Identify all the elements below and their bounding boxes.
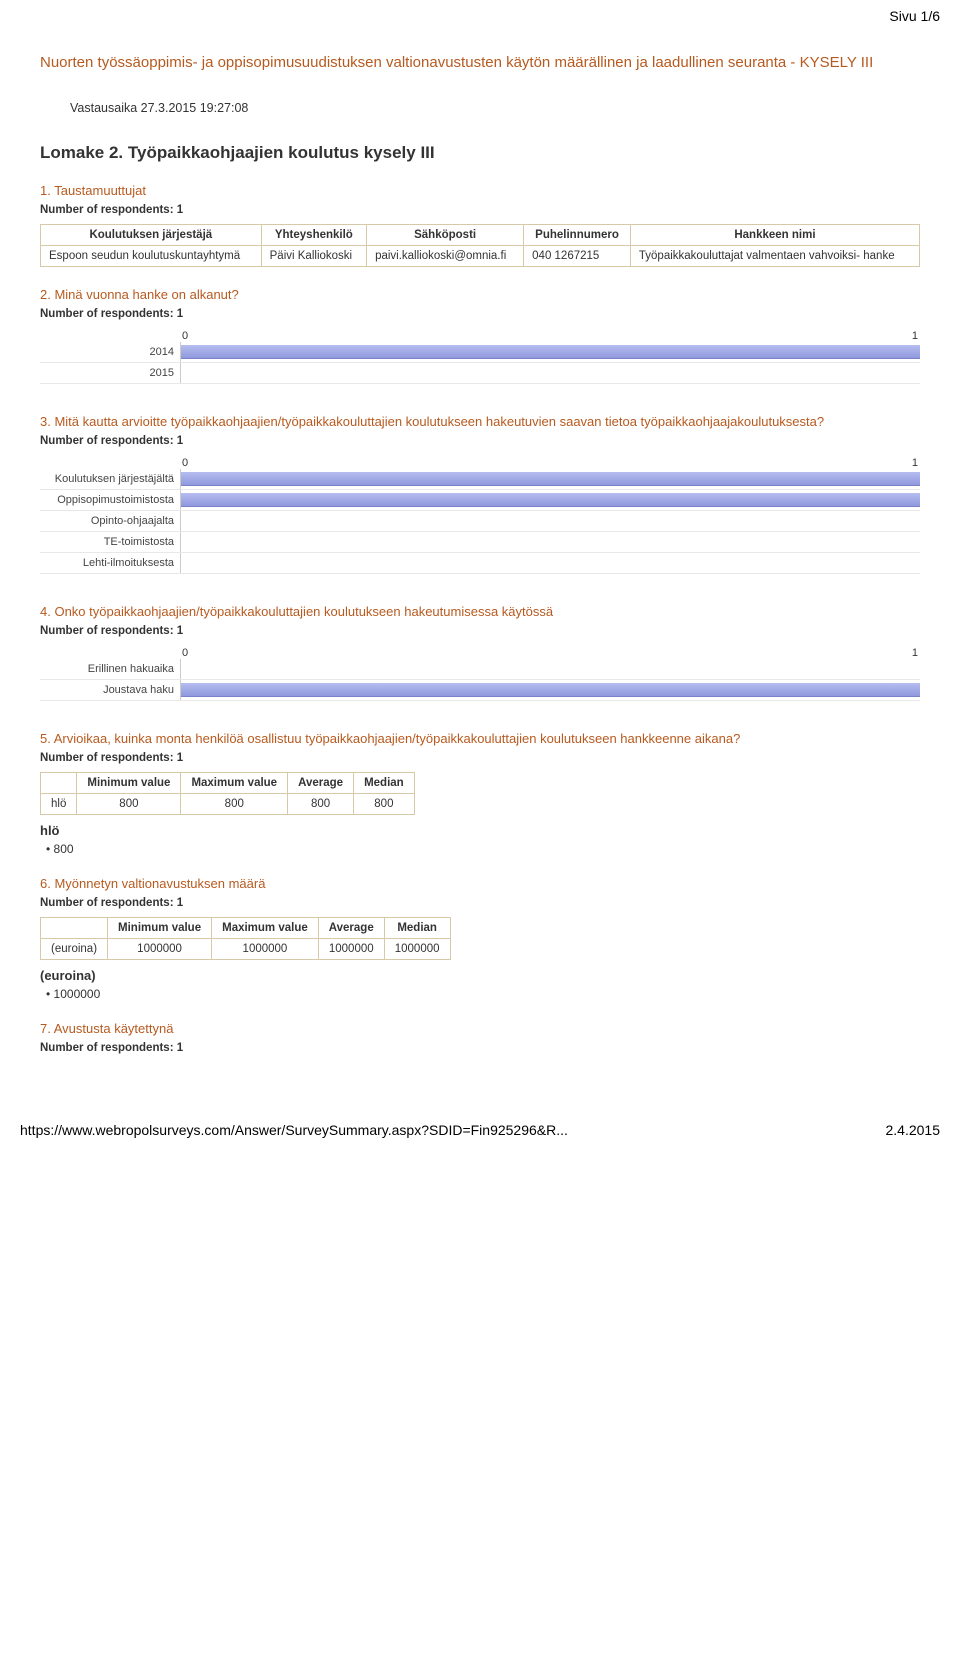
- td-avg: 800: [288, 794, 354, 815]
- th-phone: Puhelinnumero: [524, 225, 631, 246]
- stats-table-people: Minimum value Maximum value Average Medi…: [40, 772, 415, 815]
- td-label: (euroina): [41, 939, 108, 960]
- background-table: Koulutuksen järjestäjä Yhteyshenkilö Säh…: [40, 224, 920, 267]
- axis-tick: 0: [182, 457, 188, 469]
- chart-category-label: Erillinen hakuaika: [40, 659, 180, 679]
- table-header-row: Minimum value Maximum value Average Medi…: [41, 773, 415, 794]
- chart-bar: [181, 472, 920, 486]
- chart-year-started: 0 1 20142015: [40, 330, 920, 384]
- section-heading-1: 1. Taustamuuttujat: [40, 183, 920, 198]
- form-title: Lomake 2. Työpaikkaohjaajien koulutus ky…: [40, 143, 920, 163]
- axis-tick: 0: [182, 330, 188, 342]
- chart-bar: [181, 493, 920, 507]
- th-max: Maximum value: [181, 773, 288, 794]
- th-blank: [41, 773, 77, 794]
- td-min: 1000000: [108, 939, 212, 960]
- th-avg: Average: [288, 773, 354, 794]
- chart-row: TE-toimistosta: [40, 532, 920, 553]
- td-email: paivi.kalliokoski@omnia.fi: [367, 246, 524, 267]
- chart-category-label: Koulutuksen järjestäjältä: [40, 469, 180, 489]
- td-phone: 040 1267215: [524, 246, 631, 267]
- respondents-count: Number of respondents: 1: [40, 752, 920, 764]
- axis-tick: 1: [912, 647, 918, 659]
- th-project: Hankkeen nimi: [630, 225, 919, 246]
- page-footer: https://www.webropolsurveys.com/Answer/S…: [0, 1082, 960, 1148]
- chart-row: Oppisopimustoimistosta: [40, 490, 920, 511]
- footer-date: 2.4.2015: [886, 1122, 941, 1138]
- value-unit-label: hlö: [40, 823, 920, 838]
- chart-bar: [181, 345, 920, 359]
- th-organizer: Koulutuksen järjestäjä: [41, 225, 262, 246]
- value-unit-label: (euroina): [40, 968, 920, 983]
- respondents-count: Number of respondents: 1: [40, 625, 920, 637]
- chart-category-label: 2014: [40, 342, 180, 362]
- axis-tick: 0: [182, 647, 188, 659]
- th-blank: [41, 918, 108, 939]
- section-heading-7: 7. Avustusta käytettynä: [40, 1021, 920, 1036]
- chart-row: Lehti-ilmoituksesta: [40, 553, 920, 574]
- table-header-row: Minimum value Maximum value Average Medi…: [41, 918, 451, 939]
- chart-category-label: TE-toimistosta: [40, 532, 180, 552]
- bullet-value-text: 1000000: [54, 987, 101, 1001]
- chart-category-label: Oppisopimustoimistosta: [40, 490, 180, 510]
- chart-row: 2015: [40, 363, 920, 384]
- chart-row: Koulutuksen järjestäjältä: [40, 469, 920, 490]
- chart-info-source: 0 1 Koulutuksen järjestäjältäOppisopimusto…: [40, 457, 920, 574]
- axis-tick: 1: [912, 457, 918, 469]
- th-email: Sähköposti: [367, 225, 524, 246]
- td-max: 1000000: [212, 939, 319, 960]
- chart-category-label: Joustava haku: [40, 680, 180, 700]
- section-heading-3: 3. Mitä kautta arvioitte työpaikkaohjaaj…: [40, 414, 920, 429]
- respondents-count: Number of respondents: 1: [40, 1042, 920, 1054]
- respondents-count: Number of respondents: 1: [40, 308, 920, 320]
- bullet-value-text: 800: [54, 842, 74, 856]
- td-med: 800: [354, 794, 415, 815]
- bullet-value: • 800: [46, 842, 920, 856]
- chart-row: Joustava haku: [40, 680, 920, 701]
- stats-table-grant: Minimum value Maximum value Average Medi…: [40, 917, 451, 960]
- td-max: 800: [181, 794, 288, 815]
- section-heading-2: 2. Minä vuonna hanke on alkanut?: [40, 287, 920, 302]
- section-heading-5: 5. Arvioikaa, kuinka monta henkilöä osal…: [40, 731, 920, 746]
- section-heading-6: 6. Myönnetyn valtionavustuksen määrä: [40, 876, 920, 891]
- th-med: Median: [384, 918, 450, 939]
- td-min: 800: [77, 794, 181, 815]
- chart-category-label: Opinto-ohjaajalta: [40, 511, 180, 531]
- response-timestamp: Vastausaika 27.3.2015 19:27:08: [70, 101, 920, 115]
- table-header-row: Koulutuksen järjestäjä Yhteyshenkilö Säh…: [41, 225, 920, 246]
- td-project: Työpaikkakouluttajat valmentaen vahvoiks…: [630, 246, 919, 267]
- chart-row: Opinto-ohjaajalta: [40, 511, 920, 532]
- respondents-count: Number of respondents: 1: [40, 204, 920, 216]
- axis-tick: 1: [912, 330, 918, 342]
- th-med: Median: [354, 773, 415, 794]
- table-row: hlö 800 800 800 800: [41, 794, 415, 815]
- survey-title: Nuorten työssäoppimis- ja oppisopimusuud…: [40, 54, 920, 71]
- respondents-count: Number of respondents: 1: [40, 897, 920, 909]
- th-min: Minimum value: [108, 918, 212, 939]
- th-max: Maximum value: [212, 918, 319, 939]
- td-contact: Päivi Kalliokoski: [261, 246, 366, 267]
- chart-category-label: Lehti-ilmoituksesta: [40, 553, 180, 573]
- bullet-value: • 1000000: [46, 987, 920, 1001]
- th-min: Minimum value: [77, 773, 181, 794]
- chart-category-label: 2015: [40, 363, 180, 383]
- page-number: Sivu 1/6: [0, 0, 960, 24]
- chart-application-mode: 0 1 Erillinen hakuaikaJoustava haku: [40, 647, 920, 701]
- chart-row: Erillinen hakuaika: [40, 659, 920, 680]
- td-avg: 1000000: [318, 939, 384, 960]
- page-container: Nuorten työssäoppimis- ja oppisopimusuud…: [0, 24, 960, 1082]
- th-contact: Yhteyshenkilö: [261, 225, 366, 246]
- td-med: 1000000: [384, 939, 450, 960]
- table-row: Espoon seudun koulutuskuntayhtymä Päivi …: [41, 246, 920, 267]
- td-label: hlö: [41, 794, 77, 815]
- td-organizer: Espoon seudun koulutuskuntayhtymä: [41, 246, 262, 267]
- th-avg: Average: [318, 918, 384, 939]
- table-row: (euroina) 1000000 1000000 1000000 100000…: [41, 939, 451, 960]
- chart-bar: [181, 683, 920, 697]
- respondents-count: Number of respondents: 1: [40, 435, 920, 447]
- footer-url: https://www.webropolsurveys.com/Answer/S…: [20, 1122, 568, 1138]
- section-heading-4: 4. Onko työpaikkaohjaajien/työpaikkakoul…: [40, 604, 920, 619]
- chart-row: 2014: [40, 342, 920, 363]
